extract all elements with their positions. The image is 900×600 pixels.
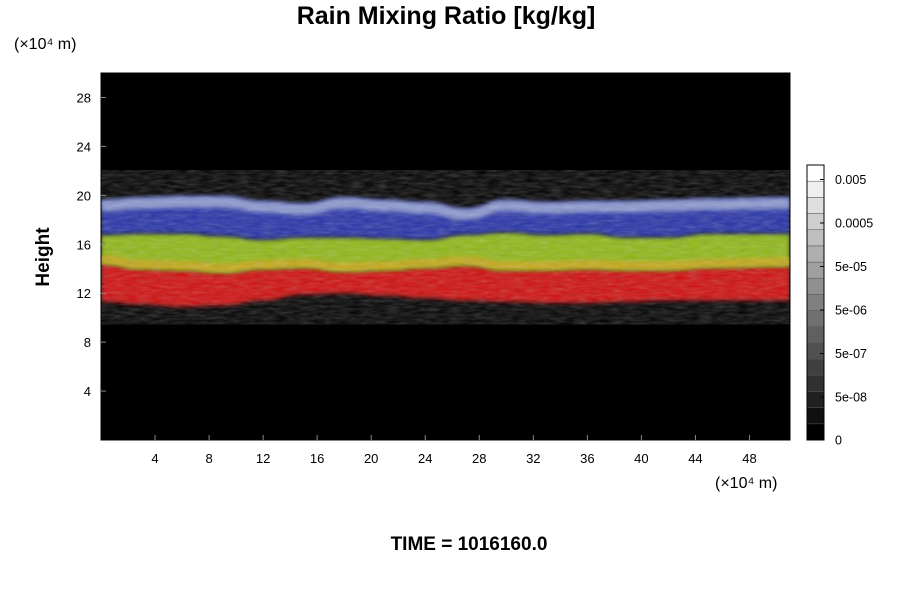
colorbar-swatch bbox=[806, 213, 825, 230]
y-axis-label: Height bbox=[33, 227, 54, 287]
colorbar-swatch bbox=[806, 164, 825, 182]
y-unit-label: (×10⁴ m) bbox=[14, 36, 76, 53]
colorbar-label: 5e-07 bbox=[835, 347, 867, 361]
colorbar-label: 5e-08 bbox=[835, 391, 867, 405]
colorbar-swatch bbox=[806, 310, 825, 328]
y-tick-label: 4 bbox=[84, 384, 91, 399]
colorbar-swatch bbox=[806, 358, 825, 376]
colorbar-label: 5e-05 bbox=[835, 260, 867, 274]
plot-frame bbox=[100, 72, 791, 441]
y-tick-label: 12 bbox=[77, 286, 91, 301]
x-tick-label: 12 bbox=[256, 451, 270, 466]
colorbar-swatch bbox=[806, 294, 825, 311]
y-axis: 4 8 12 16 20 24 28 bbox=[77, 90, 106, 399]
x-tick-label: 20 bbox=[364, 451, 378, 466]
colorbar-label: 5e-06 bbox=[835, 304, 867, 318]
x-tick-label: 32 bbox=[526, 451, 540, 466]
colorbar-label: 0.005 bbox=[835, 173, 866, 187]
x-tick-label: 40 bbox=[634, 451, 648, 466]
colorbar-swatch bbox=[806, 277, 825, 295]
colorbar-swatch bbox=[806, 261, 825, 279]
colorbar: 0.005 0.0005 5e-05 5e-06 5e-07 5e-08 0 bbox=[806, 164, 873, 448]
y-tick-label: 20 bbox=[77, 188, 91, 203]
x-tick-label: 16 bbox=[310, 451, 324, 466]
colorbar-swatch bbox=[806, 197, 825, 214]
x-tick-label: 48 bbox=[742, 451, 756, 466]
x-tick-label: 4 bbox=[151, 451, 158, 466]
y-tick-label: 8 bbox=[84, 335, 91, 350]
colorbar-swatch bbox=[806, 342, 825, 360]
colorbar-label: 0 bbox=[835, 434, 842, 448]
colorbar-frame bbox=[806, 164, 825, 441]
rain-field bbox=[101, 183, 790, 312]
y-tick-label: 24 bbox=[77, 139, 91, 154]
colorbar-swatch bbox=[806, 180, 825, 198]
colorbar-swatch bbox=[806, 326, 825, 344]
y-tick-label: 16 bbox=[77, 237, 91, 252]
x-tick-label: 44 bbox=[688, 451, 702, 466]
x-axis: 4 8 12 16 20 24 28 32 36 40 44 48 bbox=[151, 435, 757, 466]
colorbar-swatch bbox=[806, 423, 825, 441]
x-unit-label: (×10⁴ m) bbox=[715, 475, 777, 492]
x-tick-label: 36 bbox=[580, 451, 594, 466]
colorbar-label: 0.0005 bbox=[835, 217, 873, 231]
x-tick-label: 8 bbox=[205, 451, 212, 466]
colorbar-swatch bbox=[806, 391, 825, 408]
y-tick-label: 28 bbox=[77, 90, 91, 105]
time-label: TIME = 1016160.0 bbox=[391, 534, 548, 555]
colorbar-swatch bbox=[806, 245, 825, 263]
chart-title: Rain Mixing Ratio [kg/kg] bbox=[297, 2, 596, 30]
field-texture bbox=[101, 183, 790, 312]
x-tick-label: 28 bbox=[472, 451, 486, 466]
x-tick-label: 24 bbox=[418, 451, 432, 466]
colorbar-swatch bbox=[806, 375, 825, 392]
colorbar-swatch bbox=[806, 407, 825, 425]
colorbar-swatch bbox=[806, 229, 825, 247]
